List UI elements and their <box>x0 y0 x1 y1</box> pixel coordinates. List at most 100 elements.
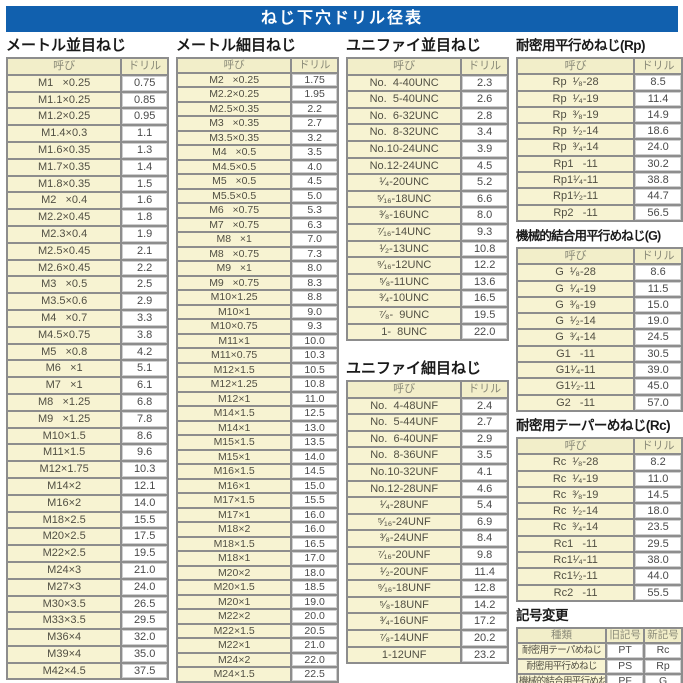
table-row: ⁷⁄₈-14UNF 20.2 <box>345 629 509 648</box>
table-row: M4.5×0.75 3.8 <box>5 325 169 345</box>
thread-name-cell: M14×1.5 <box>175 405 293 422</box>
drill-size-cell: 0.75 <box>120 73 169 93</box>
drill-size-cell: 15.0 <box>633 295 683 315</box>
thread-name-cell: M1.7×0.35 <box>5 157 123 177</box>
drill-size-cell: 15.5 <box>290 492 339 509</box>
thread-name-cell: M18×2 <box>175 521 293 538</box>
thread-name-cell: No. 5-40UNC <box>345 90 463 109</box>
table-row: ¹⁄₄-20UNC 5.2 <box>345 173 509 192</box>
drill-size-cell: 3.5 <box>290 144 339 161</box>
drill-size-cell: 13.5 <box>290 434 339 451</box>
thread-name-cell: Rp ¹⁄₄-19 <box>515 89 636 108</box>
drill-size-cell: 7.3 <box>290 245 339 262</box>
drill-size-cell: 11.0 <box>290 390 339 407</box>
thread-name-cell: ⁷⁄₈-14UNF <box>345 629 463 648</box>
thread-name-cell: Rc ³⁄₈-19 <box>515 485 636 505</box>
drill-size-cell: 6.9 <box>460 512 509 532</box>
drill-size-cell: 16.0 <box>290 521 339 538</box>
thread-name-cell: M3.5×0.6 <box>5 292 123 311</box>
drill-size-cell: 19.0 <box>290 593 339 610</box>
thread-name-cell: ³⁄₈-16UNC <box>345 206 463 225</box>
thread-name-cell: M11×1.5 <box>5 443 123 463</box>
drill-size-cell: 3.5 <box>460 446 509 466</box>
thread-name-cell: M1.1×0.25 <box>5 90 123 110</box>
drill-size-cell: 9.6 <box>120 443 169 463</box>
thread-name-cell: M14×1 <box>175 419 293 436</box>
table-row: ⁵⁄₈-18UNF 14.2 <box>345 595 509 615</box>
thread-name-cell: No.10-32UNF <box>345 463 463 482</box>
drill-size-cell: 38.8 <box>633 171 683 190</box>
drill-size-cell: 8.5 <box>633 73 683 92</box>
thread-name-cell: M24×2 <box>175 651 293 668</box>
thread-name-cell: M18×2.5 <box>5 510 123 530</box>
thread-name-cell: M8 ×1 <box>175 231 293 248</box>
thread-name-cell: G ³⁄₈-19 <box>515 295 636 315</box>
thread-name-cell: ³⁄₄-16UNF <box>345 612 463 631</box>
drill-size-cell: 7.0 <box>290 231 339 248</box>
section-unified-coarse: ユニファイ並目ねじ 呼び ドリル No. 4-40UNC 2.3 No. 5-4… <box>345 37 509 342</box>
drill-size-cell: 2.8 <box>460 106 509 126</box>
thread-name-cell: G ¹⁄₈-28 <box>515 263 636 282</box>
drill-size-cell: 2.7 <box>290 115 339 132</box>
thread-name-cell: Rp ¹⁄₈-28 <box>515 73 636 92</box>
table-row: Rp1 -11 30.2 <box>515 154 683 174</box>
table-row: M2.3×0.4 1.9 <box>5 224 169 244</box>
table-row: M2.5×0.45 2.1 <box>5 241 169 261</box>
thread-name-cell: ⁹⁄₁₆-12UNC <box>345 256 463 275</box>
drill-size-cell: 16.5 <box>460 289 509 308</box>
drill-size-cell: 20.2 <box>460 629 509 648</box>
table-row: M16×1 15.0 <box>175 477 339 494</box>
thread-name-cell: No. 8-36UNF <box>345 446 463 466</box>
col-header-drill: ドリル <box>633 246 683 266</box>
thread-kind-cell: 耐密用テーパめねじ <box>515 642 608 660</box>
table-row: Rp ¹⁄₈-28 8.5 <box>515 73 683 92</box>
thread-name-cell: G ³⁄₄-14 <box>515 328 636 347</box>
thread-name-cell: M5 ×0.5 <box>175 173 293 190</box>
drill-size-cell: 5.3 <box>290 202 339 219</box>
table-row: M7 ×0.75 6.3 <box>175 216 339 233</box>
thread-name-cell: Rc1¹⁄₂-11 <box>515 567 636 586</box>
table-row: ³⁄₄-10UNC 16.5 <box>345 289 509 308</box>
col-header-drill: ドリル <box>460 57 509 76</box>
table-row: M11×1 10.0 <box>175 332 339 349</box>
table-row: Rp1¹⁄₂-11 44.7 <box>515 187 683 206</box>
table-row: M4 ×0.5 3.5 <box>175 144 339 161</box>
drill-size-cell: 1.4 <box>120 157 169 177</box>
drill-size-cell: 10.3 <box>290 347 339 364</box>
drill-size-cell: 11.5 <box>633 279 683 298</box>
table-row: M8 ×1.25 6.8 <box>5 392 169 412</box>
thread-name-cell: G ¹⁄₂-14 <box>515 312 636 331</box>
section-rp: 耐密用平行めねじ(Rp) 呼び ドリル Rp ¹⁄₈-28 8.5 Rp ¹⁄₄… <box>515 37 683 222</box>
table-row: No. 5-40UNC 2.6 <box>345 90 509 109</box>
header-row: 呼び ドリル <box>515 56 683 76</box>
drill-size-cell: 8.2 <box>633 453 683 472</box>
drill-size-cell: 17.5 <box>120 527 169 547</box>
drill-size-cell: 15.5 <box>120 510 169 530</box>
table-row: M12×1.5 10.5 <box>175 361 339 378</box>
table-row: G ¹⁄₄-19 11.5 <box>515 279 683 298</box>
unified-coarse-table: 呼び ドリル No. 4-40UNC 2.3 No. 5-40UNC 2.6 N… <box>345 57 509 342</box>
drill-size-cell: 44.7 <box>633 187 683 206</box>
col-header-name: 呼び <box>515 436 636 456</box>
table-row: M22×1 21.0 <box>175 637 339 654</box>
thread-name-cell: M20×2.5 <box>5 527 123 547</box>
table-row: M3.5×0.35 3.2 <box>175 129 339 146</box>
table-row: Rp ¹⁄₄-19 11.4 <box>515 89 683 108</box>
drill-size-cell: 5.2 <box>460 173 509 192</box>
thread-name-cell: Rp1 -11 <box>515 154 636 174</box>
table-row: ⁹⁄₁₆-18UNF 12.8 <box>345 579 509 598</box>
drill-size-cell: 5.4 <box>460 496 509 515</box>
col-header-name: 呼び <box>345 380 463 399</box>
drill-size-cell: 29.5 <box>120 611 169 631</box>
drill-size-cell: 1.9 <box>120 224 169 244</box>
thread-name-cell: No.10-24UNC <box>345 139 463 159</box>
table-row: M2.6×0.45 2.2 <box>5 258 169 278</box>
table-row: M2.2×0.25 1.95 <box>175 86 339 103</box>
thread-name-cell: M2.5×0.45 <box>5 241 123 261</box>
thread-name-cell: Rp ³⁄₄-14 <box>515 138 636 157</box>
drill-size-cell: 9.3 <box>290 318 339 335</box>
page-title: ねじ下穴ドリル径表 <box>6 6 678 32</box>
table-row: M3.5×0.6 2.9 <box>5 292 169 311</box>
drill-size-cell: 19.0 <box>633 312 683 331</box>
table-row: Rp1¹⁄₄-11 38.8 <box>515 171 683 190</box>
